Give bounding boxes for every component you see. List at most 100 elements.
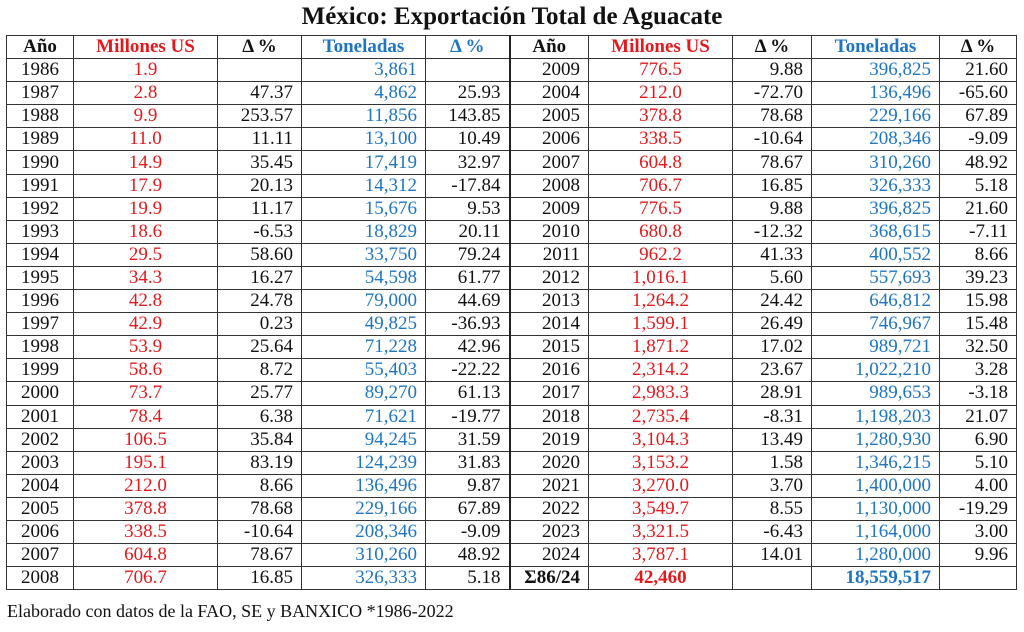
table-row: 1997 42.9 0.23 49,825 -36.93 2014 1,599.1 26.49… (6, 312, 1017, 337)
table-row: 2001 78.4 6.38 71,621 -19.77 2018 2,735.4 -8.31… (6, 404, 1017, 429)
cell-delta-tons: 15.48 (939, 312, 1017, 337)
cell-delta-millions: -12.32 (732, 219, 812, 244)
cell-year: 2018 (508, 404, 589, 429)
cell-year: 2006 (6, 519, 74, 545)
cell-delta-millions: -10.64 (217, 519, 302, 545)
cell-delta-tons: -3.18 (939, 381, 1017, 406)
cell-millions-usd: 706.7 (73, 566, 218, 591)
cell-year: 2021 (508, 473, 589, 498)
cell-millions-usd: 3,270.0 (588, 473, 733, 498)
table-row: 2006 338.5 -10.64 208,346 -9.09 2023 3,321.5 -6… (6, 519, 1017, 545)
table-row: 1987 2.8 47.37 4,862 25.93 2004 212.0 -72.70 136… (6, 81, 1017, 106)
cell-year: 1995 (6, 265, 74, 291)
cell-millions-usd: 776.5 (588, 58, 733, 83)
cell-delta-millions: 8.66 (217, 473, 302, 498)
cell-millions-usd: 212.0 (588, 81, 733, 106)
cell-delta-millions (732, 566, 812, 591)
table-row: 2000 73.7 25.77 89,270 61.13 2017 2,983.3 28.91… (6, 381, 1017, 406)
cell-delta-tons: 9.53 (425, 196, 510, 221)
cell-year: 2002 (6, 427, 74, 452)
cell-tons: 1,280,000 (811, 543, 940, 568)
cell-delta-tons: 143.85 (425, 104, 510, 129)
cell-delta-millions: 8.72 (217, 358, 302, 383)
cell-delta-millions: 24.78 (217, 289, 302, 314)
cell-tons: 1,022,210 (811, 358, 940, 383)
cell-tons: 368,615 (811, 219, 940, 244)
cell-delta-millions: -6.43 (732, 519, 812, 545)
cell-delta-millions: 9.88 (732, 196, 812, 221)
cell-tons: 557,693 (811, 265, 940, 291)
cell-delta-millions: 78.67 (732, 150, 812, 175)
cell-delta-millions: 1.58 (732, 450, 812, 475)
cell-millions-usd: 42,460 (588, 566, 733, 591)
cell-delta-tons (425, 58, 510, 83)
cell-tons: 1,198,203 (811, 404, 940, 429)
cell-delta-millions: 83.19 (217, 450, 302, 475)
table-row: 2005 378.8 78.68 229,166 67.89 2022 3,549.7 8.5… (6, 496, 1017, 521)
cell-tons: 326,333 (301, 566, 426, 591)
source-note: Elaborado con datos de la FAO, SE y BANX… (7, 601, 454, 621)
cell-tons: 71,228 (301, 335, 426, 360)
cell-year: 2019 (508, 427, 589, 452)
cell-millions-usd: 3,549.7 (588, 496, 733, 521)
cell-millions-usd: 1,016.1 (588, 265, 733, 291)
cell-millions-usd: 3,787.1 (588, 543, 733, 568)
cell-tons: 71,621 (301, 404, 426, 429)
cell-tons: 396,825 (811, 58, 940, 83)
cell-tons: 54,598 (301, 265, 426, 291)
cell-millions-usd: 2,314.2 (588, 358, 733, 383)
cell-millions-usd: 14.9 (73, 150, 218, 175)
cell-year: 2020 (508, 450, 589, 475)
cell-millions-usd: 106.5 (73, 427, 218, 452)
cell-delta-tons: -19.77 (425, 404, 510, 429)
cell-delta-tons: 67.89 (939, 104, 1017, 129)
cell-millions-usd: 34.3 (73, 265, 218, 291)
cell-tons: 310,260 (811, 150, 940, 175)
cell-millions-usd: 29.5 (73, 242, 218, 267)
cell-delta-millions: 35.84 (217, 427, 302, 452)
cell-tons: 55,403 (301, 358, 426, 383)
cell-year: 1990 (6, 150, 74, 175)
cell-delta-tons: 42.96 (425, 335, 510, 360)
table-row: 1995 34.3 16.27 54,598 61.77 2012 1,016.1 5.60 5… (6, 265, 1017, 291)
cell-delta-tons: 67.89 (425, 496, 510, 521)
cell-tons: 746,967 (811, 312, 940, 337)
cell-delta-millions: 78.68 (732, 104, 812, 129)
table-row: 1986 1.9 3,861 2009 776.5 9.88 396,825 21.60 (6, 58, 1017, 83)
cell-delta-millions: 11.17 (217, 196, 302, 221)
cell-millions-usd: 3,104.3 (588, 427, 733, 452)
cell-millions-usd: 338.5 (73, 519, 218, 545)
cell-delta-tons: 21.07 (939, 404, 1017, 429)
cell-delta-millions: 16.27 (217, 265, 302, 291)
cell-year: 2007 (6, 543, 74, 568)
cell-year: 2004 (6, 473, 74, 498)
cell-year: 2001 (6, 404, 74, 429)
cell-year: 1994 (6, 242, 74, 267)
cell-delta-millions: -10.64 (732, 127, 812, 152)
cell-delta-tons: 79.24 (425, 242, 510, 267)
cell-tons: 14,312 (301, 173, 426, 198)
cell-tons: 989,653 (811, 381, 940, 406)
cell-tons: 208,346 (301, 519, 426, 545)
cell-delta-millions: -8.31 (732, 404, 812, 429)
cell-delta-tons: 61.13 (425, 381, 510, 406)
cell-delta-tons: 20.11 (425, 219, 510, 244)
cell-millions-usd: 73.7 (73, 381, 218, 406)
cell-millions-usd: 1,599.1 (588, 312, 733, 337)
cell-delta-millions: 3.70 (732, 473, 812, 498)
col-header-tons: Toneladas (301, 34, 426, 60)
col-header-millions: Millones US (73, 34, 218, 60)
cell-millions-usd: 11.0 (73, 127, 218, 152)
cell-tons: 33,750 (301, 242, 426, 267)
cell-year: 2003 (6, 450, 74, 475)
cell-delta-millions: 47.37 (217, 81, 302, 106)
cell-delta-millions: 58.60 (217, 242, 302, 267)
cell-millions-usd: 18.6 (73, 219, 218, 244)
cell-year: 1992 (6, 196, 74, 221)
cell-year: 1986 (6, 58, 74, 83)
cell-millions-usd: 604.8 (73, 543, 218, 568)
table-row: 1998 53.9 25.64 71,228 42.96 2015 1,871.2 17.02… (6, 335, 1017, 360)
cell-tons: 208,346 (811, 127, 940, 152)
cell-year: 2005 (508, 104, 589, 129)
cell-year: 1987 (6, 81, 74, 106)
